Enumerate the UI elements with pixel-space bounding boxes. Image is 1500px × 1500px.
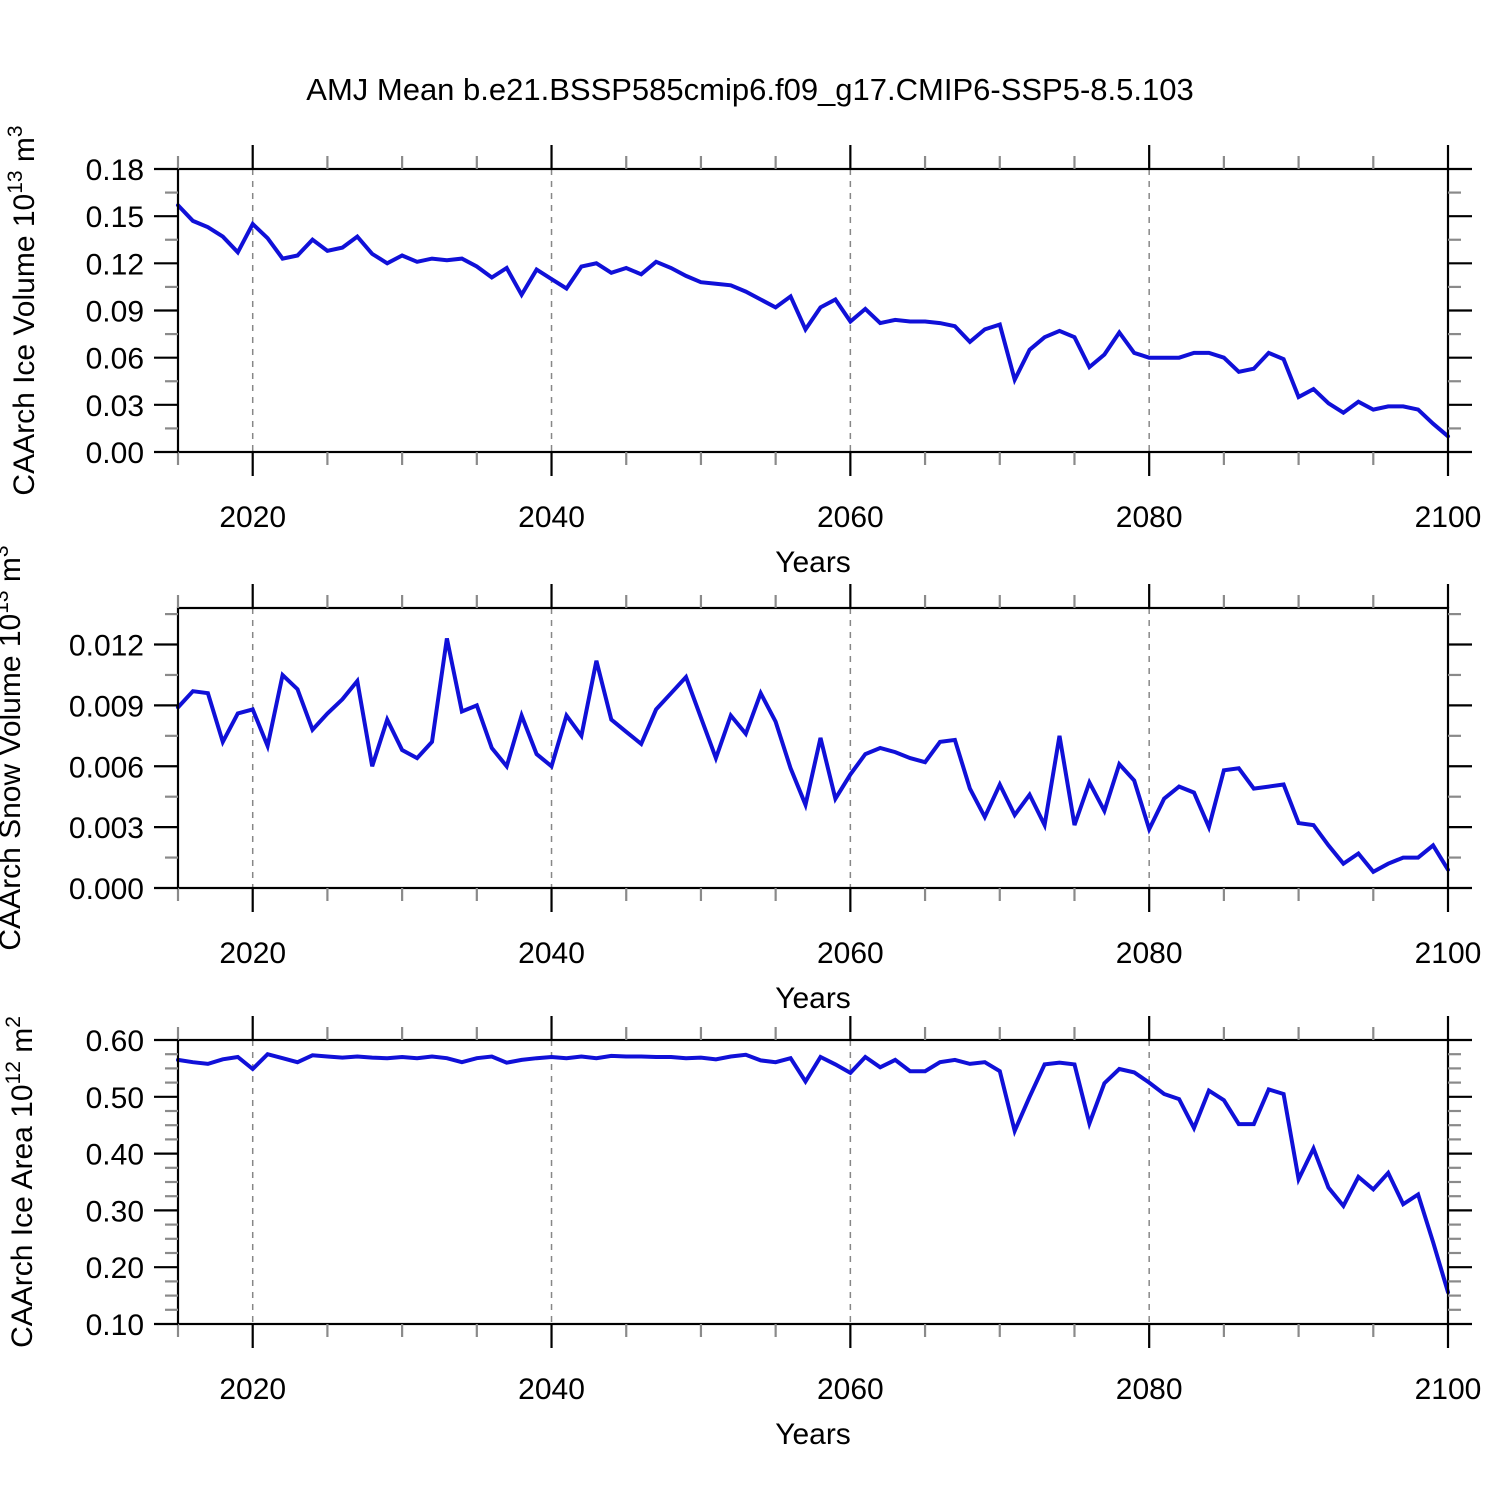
y-tick-label: 0.60	[86, 1025, 144, 1058]
plot-frame	[176, 1038, 1450, 1326]
y-tick-label: 0.09	[86, 296, 144, 329]
y-axis-title: CAArch Ice Area 1012 m2	[2, 1016, 39, 1348]
x-tick-label: 2020	[219, 1373, 286, 1406]
y-tick-label: 0.50	[86, 1082, 144, 1115]
x-tick-label: 2060	[817, 937, 884, 970]
snow-volume-line	[176, 637, 1450, 875]
ice-area-line	[176, 1051, 1450, 1295]
x-tick-label: 2040	[518, 1373, 585, 1406]
ice-volume-line	[176, 203, 1450, 439]
y-tick-label: 0.30	[86, 1195, 144, 1228]
x-tick-label: 2080	[1116, 937, 1183, 970]
y-axis-title: CAArch Ice Volume 1013 m3	[4, 125, 41, 495]
x-tick-label: 2080	[1116, 501, 1183, 534]
plot-frame	[176, 167, 1450, 454]
y-tick-label: 0.00	[86, 437, 144, 470]
x-tick-label: 2100	[1415, 1373, 1482, 1406]
x-axis-title: Years	[775, 546, 851, 579]
y-tick-label: 0.03	[86, 390, 144, 423]
y-tick-label: 0.009	[69, 690, 144, 723]
x-tick-label: 2080	[1116, 1373, 1183, 1406]
y-axis-title: CAArch Snow Volume 1013 m3	[0, 545, 27, 950]
y-tick-label: 0.003	[69, 812, 144, 845]
x-axis-title: Years	[775, 1418, 851, 1451]
y-tick-label: 0.06	[86, 343, 144, 376]
ice-area-panel: 0.10 0.20 0.30 0.40 0.50 0.60 2020 2040 2060 2080…	[2, 1016, 1481, 1451]
snow-volume-panel: 0.000 0.003 0.006 0.009 0.012 2020 2040 2060 208…	[0, 545, 1481, 1015]
x-tick-label: 2060	[817, 1373, 884, 1406]
y-tick-label: 0.10	[86, 1309, 144, 1342]
y-tick-label: 0.40	[86, 1139, 144, 1172]
x-tick-label: 2100	[1415, 501, 1482, 534]
y-tick-label: 0.20	[86, 1252, 144, 1285]
x-tick-label: 2040	[518, 501, 585, 534]
x-tick-label: 2020	[219, 937, 286, 970]
y-tick-label: 0.006	[69, 751, 144, 784]
ice-volume-panel: 0.00 0.03 0.06 0.09 0.12 0.15 0.18 2020 2040 2060…	[4, 125, 1481, 579]
x-tick-label: 2040	[518, 937, 585, 970]
plot-frame	[176, 606, 1450, 890]
x-tick-label: 2100	[1415, 937, 1482, 970]
y-tick-label: 0.12	[86, 248, 144, 281]
y-tick-label: 0.18	[86, 154, 144, 187]
figure-title: AMJ Mean b.e21.BSSP585cmip6.f09_g17.CMIP…	[306, 72, 1194, 107]
x-tick-label: 2020	[219, 501, 286, 534]
y-tick-label: 0.000	[69, 873, 144, 906]
x-axis-title: Years	[775, 982, 851, 1015]
x-tick-label: 2060	[817, 501, 884, 534]
y-tick-label: 0.012	[69, 630, 144, 663]
y-tick-label: 0.15	[86, 201, 144, 234]
